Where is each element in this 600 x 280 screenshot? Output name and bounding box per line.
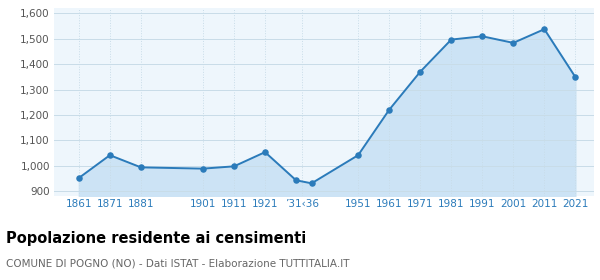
Point bbox=[385, 108, 394, 112]
Point bbox=[539, 27, 549, 31]
Point bbox=[307, 181, 316, 186]
Point bbox=[478, 34, 487, 39]
Point bbox=[198, 166, 208, 171]
Point bbox=[509, 41, 518, 45]
Point bbox=[571, 75, 580, 79]
Text: COMUNE DI POGNO (NO) - Dati ISTAT - Elaborazione TUTTITALIA.IT: COMUNE DI POGNO (NO) - Dati ISTAT - Elab… bbox=[6, 259, 349, 269]
Text: Popolazione residente ai censimenti: Popolazione residente ai censimenti bbox=[6, 231, 306, 246]
Point bbox=[136, 165, 146, 170]
Point bbox=[446, 37, 456, 42]
Point bbox=[291, 178, 301, 183]
Point bbox=[229, 164, 239, 169]
Point bbox=[105, 153, 115, 157]
Point bbox=[415, 69, 425, 74]
Point bbox=[74, 176, 83, 180]
Point bbox=[260, 150, 270, 154]
Point bbox=[353, 153, 363, 157]
